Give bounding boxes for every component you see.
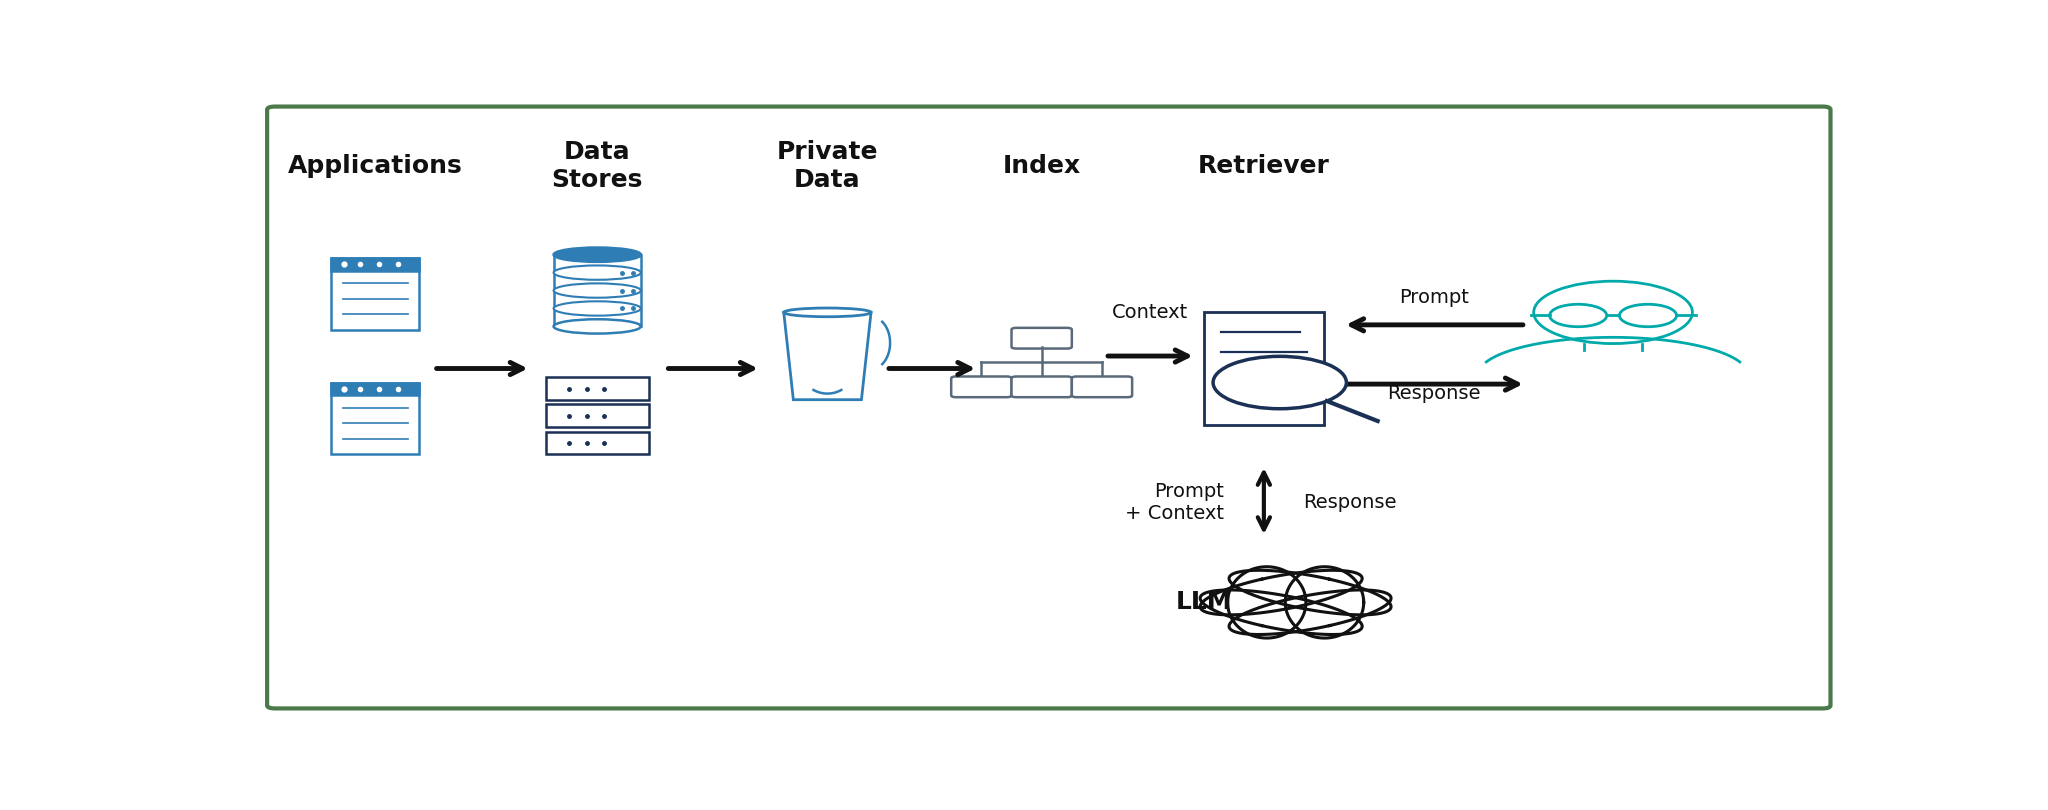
Polygon shape [784,313,870,399]
Text: Applications: Applications [287,154,463,178]
FancyBboxPatch shape [266,107,1831,709]
Text: LLM: LLM [1176,590,1233,615]
Ellipse shape [553,248,641,262]
Text: Prompt
+ Context: Prompt + Context [1124,482,1225,523]
Text: Response: Response [1386,384,1481,403]
Text: Retriever: Retriever [1198,154,1329,178]
Text: Data
Stores: Data Stores [551,140,643,192]
Ellipse shape [553,266,641,279]
FancyBboxPatch shape [1204,312,1325,425]
FancyBboxPatch shape [545,377,649,400]
Ellipse shape [553,284,641,298]
Text: Index: Index [1004,154,1081,178]
FancyBboxPatch shape [545,404,649,428]
Text: Private
Data: Private Data [776,140,879,192]
Text: Context: Context [1112,303,1188,322]
Ellipse shape [784,308,870,317]
Circle shape [1534,281,1692,343]
FancyBboxPatch shape [950,377,1012,397]
Text: Response: Response [1305,493,1397,512]
FancyBboxPatch shape [332,382,418,395]
Text: Prompt: Prompt [1399,288,1468,307]
Ellipse shape [553,319,641,334]
FancyBboxPatch shape [332,258,418,330]
FancyBboxPatch shape [332,382,418,454]
Ellipse shape [553,301,641,316]
FancyBboxPatch shape [332,258,418,271]
FancyBboxPatch shape [1012,377,1071,397]
FancyBboxPatch shape [545,432,649,454]
FancyBboxPatch shape [1071,377,1133,397]
FancyBboxPatch shape [1012,328,1071,348]
Circle shape [1212,356,1346,409]
Bar [553,254,641,326]
